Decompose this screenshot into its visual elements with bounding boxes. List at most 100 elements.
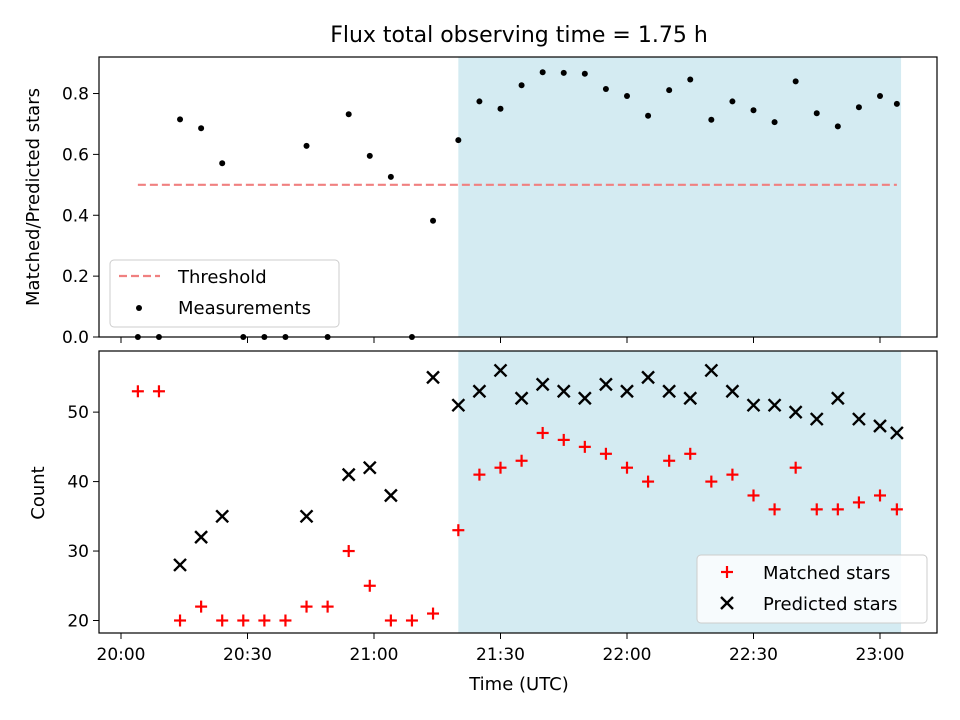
matched-star-point: [747, 489, 760, 502]
measurement-point: [345, 111, 352, 118]
matched-star-point: [684, 447, 697, 460]
matched-star-point: [321, 600, 334, 613]
bottom-x-axis: 20:00 20:30 21:00 21:30 22:00 22:30 23:00: [97, 633, 905, 665]
legend-predicted-marker: [720, 596, 734, 610]
top-highlight-span: [458, 57, 902, 337]
predicted-star-point: [852, 412, 866, 426]
legend-predicted-cross: [720, 596, 734, 610]
measurement-point: [198, 125, 205, 132]
predicted-star-point: [384, 488, 398, 503]
matched-star-point: [852, 496, 865, 509]
measurement-point: [813, 110, 820, 117]
predicted-star-point: [641, 370, 655, 385]
measurement-point: [855, 104, 862, 111]
matched-star-point: [578, 440, 591, 453]
top-ytick-label-1: 0.2: [62, 267, 89, 287]
measurement-point: [708, 116, 715, 123]
measurement-point: [539, 69, 546, 76]
predicted-star-point: [683, 391, 698, 406]
matched-star-point: [131, 385, 144, 398]
matched-star-point: [557, 433, 570, 446]
matched-star-point: [174, 614, 187, 627]
top-y-axis-label: Matched/Predicted stars: [23, 88, 44, 306]
measurement-point: [750, 107, 757, 114]
predicted-star-point: [426, 370, 440, 385]
measurement-point: [893, 100, 900, 107]
legend-threshold-label: Threshold: [177, 267, 267, 288]
x-tick-label-6: 23:00: [856, 645, 905, 665]
x-tick-label-4: 22:00: [603, 645, 652, 665]
legend-matched-label: Matched stars: [763, 563, 890, 584]
measurement-point: [602, 85, 609, 92]
bottom-axes-frame: [98, 350, 938, 634]
top-ytick-label-2: 0.4: [62, 206, 89, 226]
matched-star-point: [384, 614, 397, 627]
matched-star-point: [599, 447, 612, 460]
top-ytick-label-0: 0.0: [62, 328, 89, 348]
predicted-star-point: [890, 426, 904, 440]
matched-star-point: [405, 614, 418, 627]
top-axes-frame: [98, 56, 938, 338]
predicted-star-point: [341, 467, 356, 482]
measurement-point: [476, 98, 483, 105]
matched-star-point: [642, 475, 655, 488]
predicted-star-point: [215, 509, 230, 524]
legend-measurements-label: Measurements: [178, 298, 311, 319]
matched-star-point: [237, 614, 250, 627]
top-ytick-label-4: 0.8: [62, 85, 89, 105]
legend-predicted-label: Predicted stars: [763, 594, 897, 615]
chart-title: Flux total observing time = 1.75 h: [330, 23, 708, 48]
measurement-point: [624, 92, 630, 99]
predicted-star-point: [788, 405, 803, 419]
x-tick-label-1: 20:30: [223, 645, 272, 665]
predicted-star-point: [830, 391, 845, 406]
x-tick-label-0: 20:00: [97, 645, 146, 665]
matched-star-point: [874, 489, 886, 502]
predicted-star-point: [873, 419, 887, 433]
measurement-point: [219, 160, 226, 167]
predicted-star-point: [362, 460, 377, 475]
bottom-y-axis: 20 30 40 50: [67, 403, 99, 631]
measurement-point: [834, 123, 841, 130]
matched-star-point: [342, 545, 355, 558]
bottom-ytick-label-0: 20: [67, 611, 89, 631]
matched-star-point: [663, 454, 676, 467]
bottom-ytick-label-1: 30: [67, 542, 89, 562]
matched-star-point: [427, 607, 440, 620]
bottom-series: [131, 363, 904, 627]
measurement-point: [387, 173, 394, 180]
x-tick-label-3: 21:30: [476, 645, 525, 665]
bottom-legend-box: [696, 554, 928, 624]
measurement-point: [666, 87, 673, 94]
measurement-point: [729, 98, 736, 105]
measurement-point: [518, 82, 525, 89]
bottom-ytick-label-3: 50: [67, 403, 89, 423]
matched-star-point: [452, 524, 465, 537]
predicted-star-point: [767, 398, 782, 413]
predicted-star-point: [725, 384, 740, 399]
matched-star-point: [300, 600, 313, 613]
matched-star-point: [831, 503, 844, 516]
predicted-star-point: [809, 412, 824, 426]
matched-star-point: [195, 600, 208, 613]
bottom-y-axis-label: Count: [28, 466, 49, 519]
measurement-point: [497, 105, 504, 112]
measurement-point: [455, 137, 462, 144]
predicted-star-point: [704, 363, 719, 378]
predicted-star-point: [451, 398, 466, 413]
measurement-point: [430, 217, 437, 224]
matched-star-point: [705, 475, 718, 488]
measurement-point: [560, 69, 567, 76]
bottom-ytick-label-2: 40: [67, 473, 89, 493]
matched-star-point: [494, 461, 507, 474]
top-x-axis: [120, 337, 881, 343]
measurement-point: [366, 152, 373, 159]
matched-star-point: [279, 614, 292, 627]
legend-matched-plus: [721, 566, 733, 578]
measurement-point: [877, 92, 883, 99]
measurement-point: [792, 78, 799, 85]
predicted-star-point: [299, 509, 314, 524]
predicted-star-point: [662, 384, 677, 399]
matched-star-point: [536, 426, 549, 439]
matched-star-point: [726, 468, 739, 481]
